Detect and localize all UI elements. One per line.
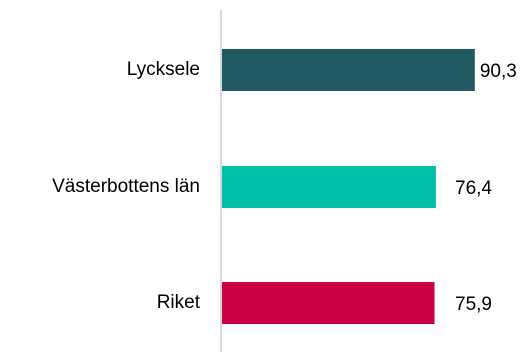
bar-marks: Lycksele 90,3 Västerbottens län 76,4 Riket 75… [52, 49, 517, 324]
value-label-1: 76,4 [455, 178, 492, 199]
value-label-2: 75,9 [455, 294, 492, 315]
bar-2 [222, 282, 435, 324]
category-label-2: Riket [157, 292, 201, 313]
value-label-0: 90,3 [480, 61, 517, 82]
bar-1 [222, 166, 436, 208]
bar-0 [222, 49, 475, 91]
category-label-1: Västerbottens län [52, 176, 200, 197]
category-label-0: Lycksele [127, 59, 200, 80]
